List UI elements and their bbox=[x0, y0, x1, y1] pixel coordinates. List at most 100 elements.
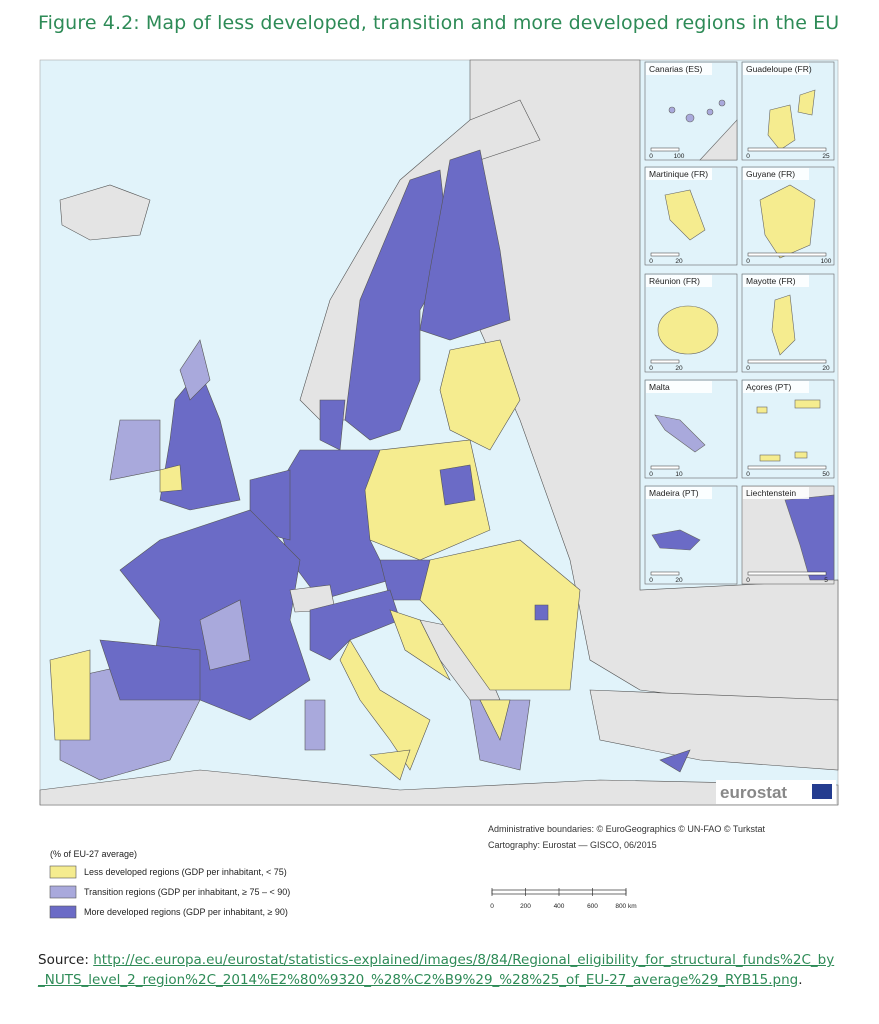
logo: eurostat bbox=[720, 783, 787, 802]
inset-scale-label: 0 bbox=[649, 577, 653, 584]
region bbox=[99, 639, 201, 701]
title: Figure 4.2: Map of less developed, trans… bbox=[38, 12, 840, 34]
inset-label-bg bbox=[743, 275, 809, 287]
inset-label-bg bbox=[646, 487, 712, 499]
region bbox=[389, 609, 451, 681]
legend-label: Transition regions (GDP per inhabitant, … bbox=[84, 887, 290, 897]
scale-label: 0 bbox=[490, 903, 494, 910]
inset-label: Madeira (PT) bbox=[649, 488, 699, 498]
inset-region bbox=[771, 294, 796, 356]
inset-region bbox=[651, 529, 701, 551]
legend-swatch bbox=[49, 865, 77, 879]
non-eu-land bbox=[589, 689, 839, 771]
inset-scale-label: 10 bbox=[675, 471, 683, 478]
inset-scale-label: 100 bbox=[674, 153, 685, 160]
region bbox=[659, 749, 691, 773]
inset-region bbox=[797, 89, 816, 116]
inset-scale-bar bbox=[650, 359, 680, 364]
inset-label: Réunion (FR) bbox=[649, 276, 700, 286]
inset-scale-label: 0 bbox=[649, 258, 653, 265]
inset-scale-label: 0 bbox=[746, 365, 750, 372]
region bbox=[109, 419, 161, 481]
inset-scale-bar bbox=[747, 359, 827, 364]
inset-scale-bar bbox=[650, 252, 680, 257]
inset-region bbox=[756, 406, 768, 414]
inset-label-bg bbox=[646, 275, 712, 287]
scale-bar: 0 200 400 600 800 km bbox=[490, 888, 637, 910]
legend: Less developed regions (GDP per inhabita… bbox=[49, 865, 290, 919]
region bbox=[479, 699, 511, 741]
legend-swatch bbox=[49, 905, 77, 919]
inset-label: Guadeloupe (FR) bbox=[746, 64, 812, 74]
source-suffix: . bbox=[798, 972, 803, 988]
source: Source: http://ec.europa.eu/eurostat/sta… bbox=[38, 950, 838, 990]
inset-scale-label: 20 bbox=[675, 577, 683, 584]
attribution: Administrative boundaries: © EuroGeograp… bbox=[488, 824, 766, 834]
inset-region bbox=[654, 414, 706, 453]
inset-label: Malta bbox=[649, 382, 670, 392]
region bbox=[419, 149, 511, 341]
inset-scale-bar bbox=[650, 147, 680, 152]
inset-region bbox=[759, 184, 816, 259]
inset-scale-label: 20 bbox=[822, 365, 830, 372]
inset-region bbox=[794, 399, 821, 409]
inset-region bbox=[664, 189, 706, 241]
inset-scale-label: 0 bbox=[746, 471, 750, 478]
inset-label: Liechtenstein bbox=[746, 488, 796, 498]
inset-label-bg bbox=[646, 168, 712, 180]
source-prefix: Source: bbox=[38, 952, 89, 968]
region bbox=[534, 604, 549, 621]
inset-region bbox=[685, 113, 695, 123]
region bbox=[419, 539, 581, 691]
inset-region bbox=[657, 305, 719, 355]
legend-swatch bbox=[49, 885, 77, 899]
region bbox=[49, 649, 91, 741]
region bbox=[159, 464, 183, 493]
scale-label: 800 km bbox=[615, 903, 636, 910]
region bbox=[439, 464, 476, 506]
inset-label: Mayotte (FR) bbox=[746, 276, 796, 286]
inset-label-bg bbox=[743, 487, 809, 499]
inset-region bbox=[668, 106, 676, 114]
inset-scale-label: 20 bbox=[675, 365, 683, 372]
inset-region bbox=[794, 451, 808, 459]
inset-label: Canarias (ES) bbox=[649, 64, 703, 74]
non-eu-land bbox=[59, 184, 151, 241]
map: eurostat Administrative boundaries: © Eu… bbox=[39, 59, 839, 919]
inset-region bbox=[706, 108, 714, 116]
inset-label: Guyane (FR) bbox=[746, 169, 795, 179]
inset-region bbox=[759, 454, 781, 462]
scale-label: 200 bbox=[520, 903, 531, 910]
scale-label: 600 bbox=[587, 903, 598, 910]
logo-box: eurostat bbox=[716, 780, 836, 804]
inset-scale-label: 0 bbox=[746, 258, 750, 265]
inset-region bbox=[718, 99, 726, 107]
inset-scale-label: 0 bbox=[746, 577, 750, 584]
inset-scale-bar bbox=[650, 571, 680, 576]
insets bbox=[644, 61, 835, 585]
inset-scale-label: 0 bbox=[649, 365, 653, 372]
inset-label-bg bbox=[743, 63, 809, 75]
inset-scale-bar bbox=[747, 147, 827, 152]
inset-scale-label: 20 bbox=[675, 258, 683, 265]
region bbox=[369, 749, 411, 781]
inset-scale-label: 25 bbox=[822, 153, 830, 160]
inset-scale-label: 0 bbox=[649, 153, 653, 160]
inset-land bbox=[699, 119, 738, 161]
attribution: Cartography: Eurostat — GISCO, 06/2015 bbox=[488, 840, 657, 850]
region bbox=[304, 699, 326, 751]
region bbox=[199, 599, 251, 671]
inset-region bbox=[784, 494, 835, 581]
eu-flag bbox=[812, 784, 832, 799]
source-link[interactable]: http://ec.europa.eu/eurostat/statistics-… bbox=[38, 952, 835, 988]
inset-region bbox=[767, 104, 796, 151]
inset-scale-bar bbox=[650, 465, 680, 470]
inset-label: Martinique (FR) bbox=[649, 169, 708, 179]
inset-scale-label: 0 bbox=[649, 471, 653, 478]
region bbox=[439, 339, 521, 451]
inset-scale-label: 100 bbox=[821, 258, 832, 265]
inset-scale-label: 50 bbox=[822, 471, 830, 478]
inset-scale-label: 5 bbox=[824, 577, 828, 584]
